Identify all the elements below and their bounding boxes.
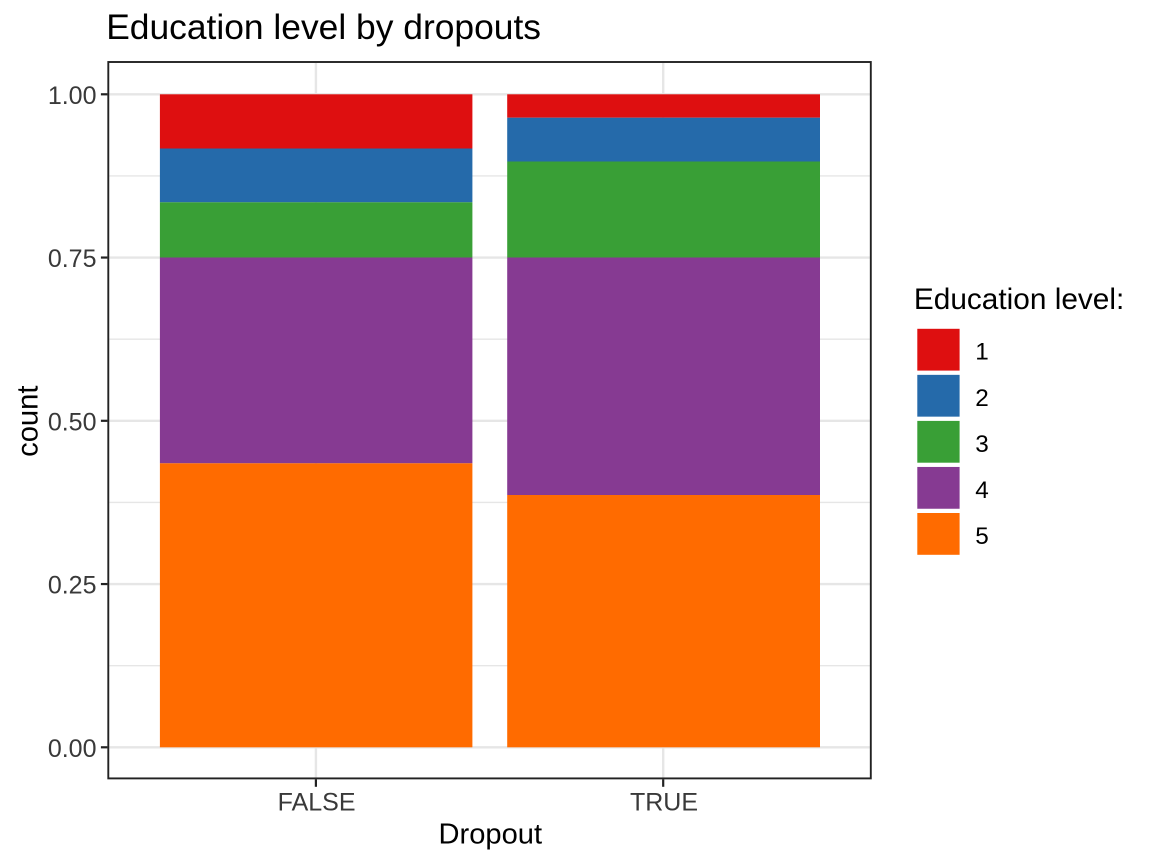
svg-text:0.50: 0.50 [48, 408, 97, 436]
svg-text:Education level:: Education level: [914, 283, 1124, 316]
svg-text:2: 2 [975, 385, 989, 412]
svg-text:5: 5 [975, 523, 989, 550]
svg-text:0.75: 0.75 [48, 245, 97, 273]
svg-text:count: count [12, 385, 44, 456]
svg-text:Dropout: Dropout [439, 818, 543, 850]
svg-text:1: 1 [975, 339, 989, 366]
svg-text:0.25: 0.25 [48, 572, 97, 600]
svg-text:Education level by dropouts: Education level by dropouts [106, 7, 541, 47]
svg-text:3: 3 [975, 431, 989, 458]
svg-text:1.00: 1.00 [48, 82, 97, 110]
svg-text:FALSE: FALSE [278, 789, 356, 817]
svg-text:TRUE: TRUE [630, 789, 698, 817]
svg-text:0.00: 0.00 [48, 735, 97, 763]
svg-text:4: 4 [975, 477, 989, 504]
